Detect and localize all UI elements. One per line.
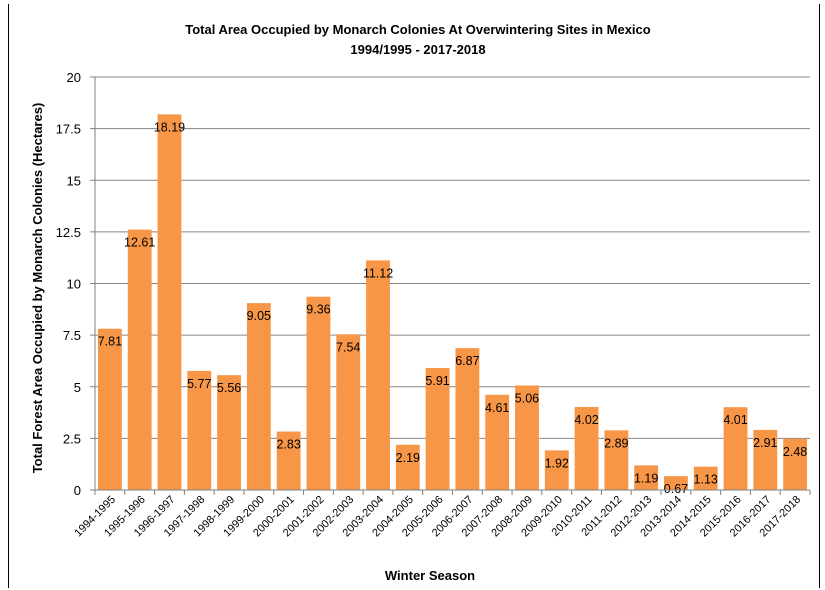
data-label: 7.81	[98, 335, 122, 349]
data-label: 11.12	[363, 266, 393, 280]
y-axis-title: Total Forest Area Occupied by Monarch Co…	[30, 103, 45, 474]
bar	[485, 394, 510, 490]
data-label: 12.61	[124, 236, 155, 250]
bar	[127, 229, 152, 490]
data-label: 5.56	[217, 381, 241, 395]
data-label: 4.61	[485, 401, 509, 415]
bar	[783, 438, 808, 490]
data-label: 2.89	[604, 436, 628, 450]
bar	[753, 429, 778, 490]
y-tick-label: 12.5	[56, 225, 81, 240]
bar	[604, 430, 629, 490]
x-axis-title: Winter Season	[385, 568, 475, 583]
y-tick-label: 20	[67, 70, 81, 85]
bar	[425, 367, 450, 490]
bar	[455, 348, 480, 490]
bar	[276, 431, 301, 490]
data-label: 0.67	[664, 482, 688, 496]
data-label: 18.19	[154, 120, 185, 134]
y-tick-label: 17.5	[56, 122, 81, 137]
data-label: 9.36	[306, 303, 330, 317]
y-tick-label: 5	[74, 380, 81, 395]
chart-title: Total Area Occupied by Monarch Colonies …	[185, 22, 651, 37]
y-tick-label: 15	[67, 173, 81, 188]
bar	[306, 296, 331, 490]
bar	[217, 375, 241, 490]
data-label: 7.54	[336, 340, 360, 354]
bar	[395, 444, 420, 490]
bar	[246, 303, 271, 490]
data-label: 4.01	[723, 413, 747, 427]
gridlines	[95, 76, 810, 439]
bar	[723, 407, 748, 490]
bar	[574, 406, 599, 490]
y-tick-label: 2.5	[63, 431, 81, 446]
data-label: 2.91	[753, 436, 777, 450]
x-axis-ticks: 1994-19951995-19961996-19971997-19981998…	[72, 490, 811, 539]
data-label: 5.06	[515, 392, 539, 406]
bar	[187, 370, 212, 490]
data-label: 1.19	[634, 471, 658, 485]
data-label: 1.92	[545, 456, 569, 470]
bar	[544, 450, 569, 490]
bars	[97, 114, 808, 491]
data-label: 2.19	[396, 451, 420, 465]
data-label: 2.83	[276, 438, 300, 452]
bar	[97, 328, 122, 490]
data-labels: 7.81 12.61 18.19 5.77 5.56 9.05 2.83 9.36 7.54 11…	[98, 120, 808, 496]
chart-subtitle: 1994/1995 - 2017-2018	[350, 42, 485, 57]
bar	[693, 466, 718, 490]
data-label: 5.77	[187, 377, 211, 391]
y-tick-label: 0	[74, 483, 81, 498]
data-label: 2.48	[783, 445, 807, 459]
bar	[515, 385, 539, 490]
bar	[664, 476, 688, 490]
data-label: 1.13	[694, 473, 718, 487]
y-tick-label: 10	[67, 277, 81, 292]
bar	[366, 260, 390, 490]
data-label: 6.87	[455, 354, 479, 368]
bar	[157, 114, 182, 491]
bar	[336, 334, 361, 490]
chart-frame	[8, 4, 820, 588]
bar	[634, 465, 659, 490]
data-label: 5.91	[425, 374, 449, 388]
data-label: 9.05	[247, 309, 271, 323]
data-label: 4.02	[574, 413, 598, 427]
y-axis-ticks: 0 2.5 5 7.5 10 12.5 15 17.5 20	[56, 70, 95, 498]
y-tick-label: 7.5	[63, 328, 81, 343]
